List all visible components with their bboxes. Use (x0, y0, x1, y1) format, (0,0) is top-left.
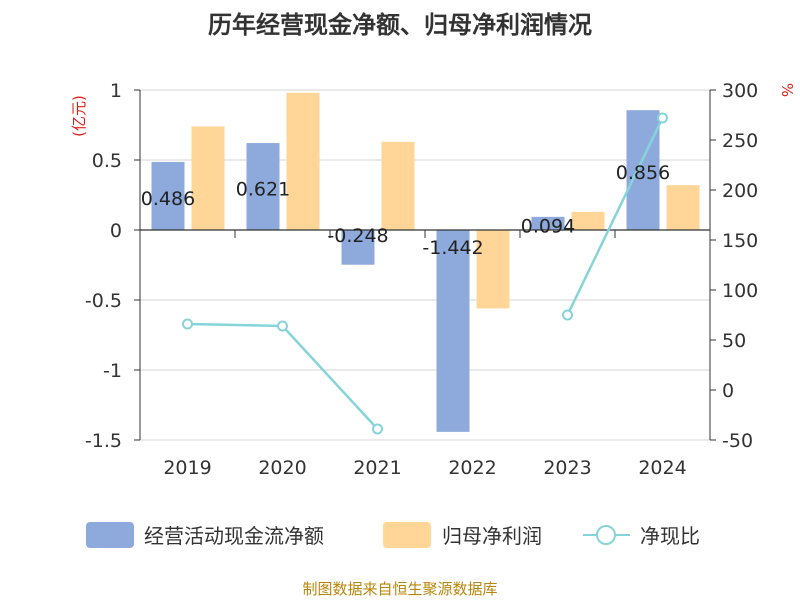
ratio-line-segment (566, 117, 664, 316)
source-note: 制图数据来自恒生聚源数据库 (302, 580, 497, 598)
x-tick-label: 2021 (353, 457, 401, 479)
cashflow-bar (246, 143, 280, 230)
x-tick-label: 2019 (163, 457, 211, 479)
left-tick-label: -1.5 (85, 430, 122, 452)
cashflow-bar (151, 161, 185, 230)
left-axis-unit: (亿元) (70, 95, 88, 137)
cashflow-bar (341, 230, 375, 265)
ratio-point (657, 112, 668, 124)
profit-bar (666, 185, 700, 230)
right-tick-label: -50 (722, 430, 753, 452)
profit-bar (571, 211, 605, 230)
cashflow-value-label: 0.094 (521, 215, 575, 237)
cashflow-value-label: 0.856 (616, 162, 670, 184)
profit-bar (476, 230, 510, 309)
ratio-point (372, 423, 383, 435)
ratio-point (182, 318, 193, 330)
cashflow-bar (531, 216, 565, 230)
right-tick-label: 50 (722, 330, 746, 352)
right-tick-label: 200 (722, 180, 758, 202)
bars (151, 92, 700, 432)
chart-title: 历年经营现金净额、归母净利润情况 (208, 11, 592, 39)
cashflow-value-label: 0.486 (141, 188, 195, 210)
cashflow-bar (626, 110, 660, 230)
cashflow-bar (436, 230, 470, 432)
data-labels: 0.486 0.621 -0.248 -1.442 0.094 0.856 (141, 162, 670, 259)
left-tick-label: -1 (103, 360, 122, 382)
ratio-line (182, 112, 668, 435)
legend: 经营活动现金流净额 归母净利润 净现比 (86, 522, 700, 548)
legend-label-cashflow: 经营活动现金流净额 (144, 524, 324, 548)
right-tick-label: 100 (722, 280, 758, 302)
left-tick-label: -0.5 (85, 290, 122, 312)
gridlines (140, 89, 710, 441)
x-tick-label: 2024 (638, 457, 686, 479)
left-tick-label: 0 (110, 220, 122, 242)
right-tick-label: 300 (722, 80, 758, 102)
legend-swatch-profit (383, 522, 431, 548)
profit-bar (381, 141, 415, 230)
cashflow-value-label: -0.248 (327, 225, 388, 247)
left-tick-label: 1 (110, 80, 122, 102)
right-tick-label: 0 (722, 380, 734, 402)
legend-label-ratio: 净现比 (640, 524, 700, 548)
x-tick-label: 2022 (448, 457, 496, 479)
tick-labels: 1 0.5 0 -0.5 -1 -1.5 300 250 200 150 100 50 0 -50 2019… (85, 80, 758, 479)
profit-bar (191, 126, 225, 230)
legend-label-profit: 归母净利润 (442, 524, 542, 548)
right-tick-label: 250 (722, 130, 758, 152)
x-tick-label: 2020 (258, 457, 306, 479)
left-tick-label: 0.5 (92, 150, 122, 172)
axes (134, 89, 716, 441)
right-tick-label: 150 (722, 230, 758, 252)
cashflow-value-label: -1.442 (422, 237, 483, 259)
ratio-line-segment (281, 325, 379, 430)
ratio-line-segment (187, 322, 283, 328)
ratio-point (277, 320, 288, 332)
right-axis-unit: % (778, 83, 796, 97)
ratio-point (562, 309, 573, 321)
legend-marker-ratio (596, 525, 616, 545)
profit-bar (286, 92, 320, 230)
cashflow-value-label: 0.621 (236, 179, 290, 201)
x-tick-label: 2023 (543, 457, 591, 479)
legend-swatch-cashflow (86, 522, 134, 548)
